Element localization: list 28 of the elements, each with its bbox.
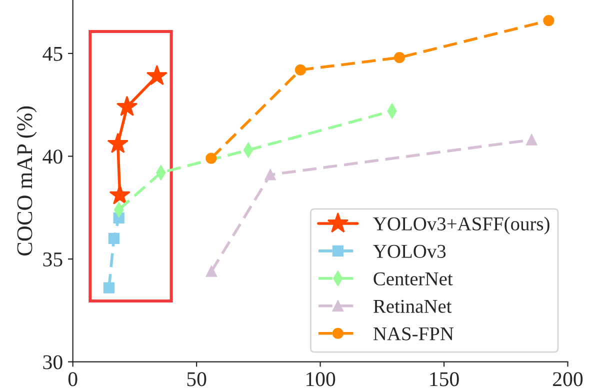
point xyxy=(294,64,306,76)
legend-label: RetinaNet xyxy=(373,300,452,313)
y-axis-title: COCO mAP (%) xyxy=(16,106,37,256)
x-tick-label: 100 xyxy=(306,372,336,386)
x-tick-label: 150 xyxy=(430,372,459,386)
point xyxy=(103,282,115,294)
legend-label: CenterNet xyxy=(374,272,453,286)
point xyxy=(264,169,276,180)
y-tick-label: 40 xyxy=(42,150,62,164)
x-tick-label: 50 xyxy=(187,372,206,386)
point xyxy=(109,184,130,204)
point xyxy=(543,15,554,26)
point xyxy=(206,266,217,277)
y-tick-label: 35 xyxy=(43,252,62,266)
x-tick-label: 0 xyxy=(68,372,78,386)
legend-label: NAS-FPN xyxy=(373,327,454,340)
x-tick-label: 200 xyxy=(553,372,583,386)
point xyxy=(206,152,217,164)
point xyxy=(108,232,120,244)
legend-label: YOLOv3 xyxy=(373,244,446,258)
point xyxy=(526,134,538,146)
point xyxy=(394,52,406,64)
legend-label: YOLOv3+ASFF(ours) xyxy=(373,216,550,234)
point xyxy=(146,64,168,86)
point xyxy=(107,132,128,154)
y-tick-label: 30 xyxy=(43,355,62,370)
point xyxy=(116,96,138,116)
y-tick-label: 45 xyxy=(42,46,62,61)
